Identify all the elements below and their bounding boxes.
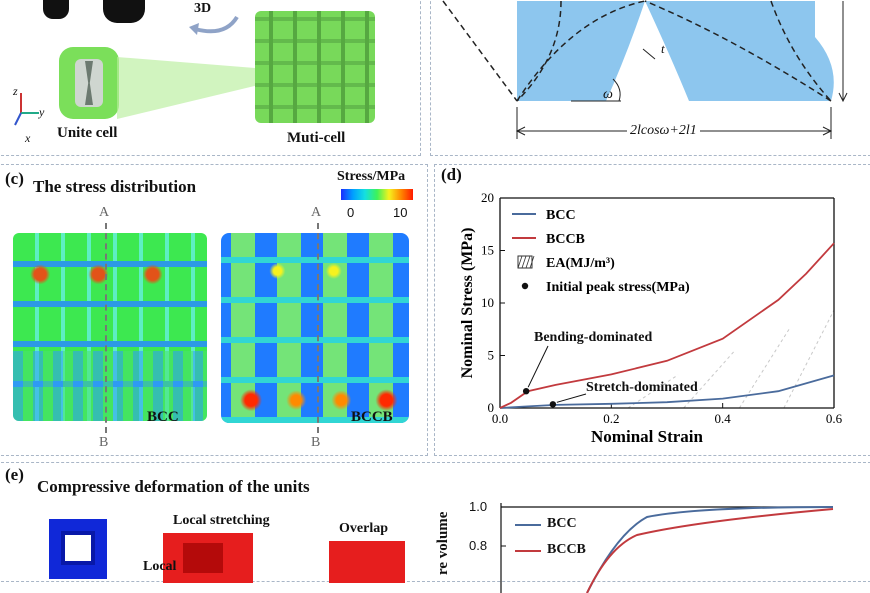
panel-c: (c) The stress distribution Stress/MPa 0… [0,164,428,456]
multi-cell-image [255,11,375,123]
y-tick-label: 5 [488,348,495,363]
panel-e-title: Compressive deformation of the units [37,477,310,496]
volume-tick-10: 1.0 [469,499,488,514]
bcc-stress-map [13,233,207,421]
bcc-map-label: BCC [147,409,179,425]
section-a-top-left: A [99,205,110,220]
panel-e: (e) Compressive deformation of the units… [0,462,870,593]
panel-d: (d) [434,164,870,456]
y-tick-label: 10 [481,295,494,310]
peak-point [549,401,557,408]
bccb-stress-map [221,233,409,423]
panel-c-tag: (c) [5,169,24,188]
thickness-label: t [661,41,665,56]
volume-legend-bcc: BCC [547,516,577,531]
ea-hatch-line [738,328,790,409]
printed-sample-left [43,0,69,19]
legend-swatch-peak [521,282,529,290]
x-axis-label: Nominal Strain [591,427,703,446]
legend-hatch [521,255,527,269]
y-tick-label: 15 [481,243,494,258]
axis-z-label: z [13,84,18,98]
section-b-bottom-right: B [311,435,321,450]
section-line-right [317,223,319,433]
blue-unit-model [49,519,107,579]
annotation-bending: Bending-dominated [534,330,653,345]
annotation-arrow-bending [527,345,549,388]
axis-triad-icon [14,93,39,126]
legend-hatch [529,255,535,269]
bccb-map-label: BCCB [351,409,393,425]
unit-cell-image [59,47,119,119]
x-tick-label: 0.0 [492,411,508,426]
section-line-left [105,223,107,433]
x-tick-label: 0.4 [715,411,732,426]
colorbar-min: 0 [347,205,355,220]
axis-x-label: x [25,131,31,145]
panel-d-tag: (d) [441,165,462,184]
panel-b: t ω 2lcosω+2l1 [430,0,870,156]
panel-e-tag: (e) [5,465,24,484]
annotation-arrow-stretch [556,393,587,403]
unit-cell-caption: Unite cell [57,125,118,141]
legend-label-bcc: BCC [546,208,576,223]
printed-sample-right [103,0,145,23]
colorbar-max: 10 [393,205,408,220]
panel-c-title: The stress distribution [33,177,197,196]
y-axis-label: Nominal Stress (MPa) [459,228,476,379]
angle-label: ω [603,87,613,102]
multi-cell-caption: Muti-cell [287,130,346,146]
x-tick-label: 0.2 [603,411,619,426]
volume-tick-08: 0.8 [469,538,488,553]
ea-hatch-line [783,309,835,409]
y-tick-label: 20 [481,190,494,205]
legend-label-bccb: BCCB [546,232,585,247]
section-b-bottom-left: B [99,435,109,450]
volume-chart [500,503,834,593]
section-a-top-right: A [311,205,322,220]
geometry-schematic [442,0,848,139]
rotate-arrow-icon [189,15,239,35]
colorbar-title: Stress/MPa [337,169,406,184]
panel-a: 3D z y x Unite cell Muti-cell [0,0,421,156]
legend-hatch [525,255,531,269]
annotation-stretch: Stretch-dominated [586,380,698,395]
ea-hatch-line [627,374,679,409]
dimension-label: 2lcosω+2l1 [627,123,700,139]
x-tick-label: 0.6 [826,411,843,426]
stress-strain-chart: 0.0 0.2 0.4 0.6 0 5 10 15 20 Nominal Strain Nomina… [459,190,843,446]
legend-hatch [517,255,523,269]
axis-y-label: y [39,105,45,119]
peak-point [522,388,530,395]
local-stretching-label: Local stretching [173,513,270,528]
colorbar [341,189,413,200]
y-tick-label: 0 [488,400,495,415]
series-line-bccb [499,242,835,409]
series-line-bcc [499,374,835,409]
legend-label-peak: Initial peak stress(MPa) [546,280,690,295]
overlap-label: Overlap [339,521,388,536]
ea-hatch-line [683,351,735,409]
legend-label-ea: EA(MJ/m³) [546,256,615,271]
volume-legend-bccb: BCCB [547,542,586,557]
projection-cone [117,57,267,119]
label-3d: 3D [194,1,212,16]
